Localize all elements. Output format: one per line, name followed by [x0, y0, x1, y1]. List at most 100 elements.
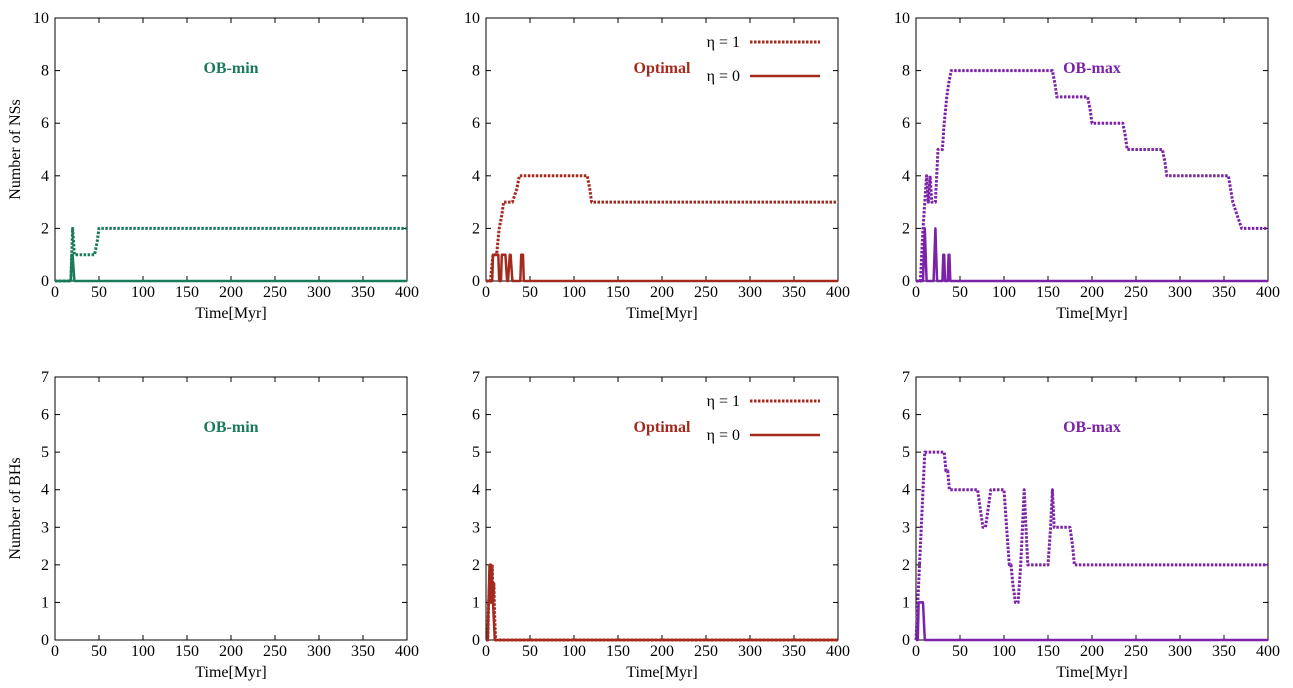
- legend: η = 1 η = 0: [707, 393, 820, 444]
- panel-title: OB-max: [1063, 419, 1121, 436]
- y-tick-label: 0: [472, 632, 480, 649]
- x-tick-label: 150: [175, 284, 199, 301]
- y-tick-label: 6: [41, 407, 49, 424]
- series-line-eta-0: [916, 601, 1268, 642]
- panel-title: OB-max: [1063, 60, 1121, 77]
- y-axis-label: Number of BHs: [7, 457, 24, 559]
- x-tick-label: 100: [992, 643, 1016, 660]
- x-axis-label: Time[Myr]: [626, 664, 697, 681]
- series-line-eta-0: [55, 253, 407, 283]
- y-tick-label: 8: [41, 63, 49, 80]
- y-tick-label: 4: [902, 168, 910, 185]
- y-tick-label: 3: [472, 519, 480, 536]
- x-tick-label: 300: [738, 284, 762, 301]
- y-tick-label: 3: [902, 519, 910, 536]
- series-line-eta-1: [55, 226, 407, 283]
- panel-title: OB-min: [203, 60, 258, 77]
- y-tick-label: 0: [902, 273, 910, 290]
- y-tick-label: 6: [902, 407, 910, 424]
- x-tick-label: 350: [1212, 284, 1236, 301]
- y-tick-label: 3: [41, 519, 49, 536]
- y-tick-label: 0: [472, 273, 480, 290]
- y-tick-label: 4: [902, 482, 910, 499]
- x-axis-label: Time[Myr]: [1056, 305, 1127, 322]
- plot-frame: [485, 376, 839, 641]
- series-line-eta-0: [486, 253, 838, 283]
- x-tick-label: 400: [1256, 643, 1280, 660]
- panel-ns-ob-max: 0 50 100 150 200 250 300 350 400 0 2 4 6 8 10 Time[Myr]…: [894, 10, 1280, 322]
- x-tick-label: 0: [912, 643, 920, 660]
- x-axis-label: Time[Myr]: [195, 305, 266, 322]
- legend: η = 1 η = 0: [707, 34, 820, 85]
- x-tick-label: 200: [219, 284, 243, 301]
- x-tick-label: 0: [51, 643, 59, 660]
- x-tick-label: 50: [952, 643, 968, 660]
- x-tick-label: 100: [562, 284, 586, 301]
- x-tick-label: 100: [131, 284, 155, 301]
- panel-ns-ob-min: 0 50 100 150 200 250 300 350 400 0 2 4 6 8 10 Time[Myr]…: [7, 10, 419, 322]
- y-tick-label: 1: [41, 594, 49, 611]
- y-tick-label: 2: [902, 557, 910, 574]
- x-tick-label: 200: [650, 643, 674, 660]
- y-tick-label: 2: [902, 220, 910, 237]
- x-tick-label: 350: [1212, 643, 1236, 660]
- x-tick-label: 300: [1168, 284, 1192, 301]
- x-tick-label: 150: [1036, 284, 1060, 301]
- y-tick-label: 4: [472, 168, 480, 185]
- series-line-eta-1: [914, 450, 1268, 641]
- x-tick-label: 350: [351, 284, 375, 301]
- y-tick-label: 8: [472, 63, 480, 80]
- legend-label: η = 1: [707, 34, 740, 51]
- x-tick-label: 150: [606, 643, 630, 660]
- x-axis-label: Time[Myr]: [195, 664, 266, 681]
- x-tick-label: 50: [91, 643, 107, 660]
- x-tick-label: 250: [1124, 284, 1148, 301]
- y-tick-label: 6: [472, 407, 480, 424]
- plot-frame: [54, 17, 408, 282]
- series-line-eta-0: [916, 227, 1268, 283]
- x-tick-label: 50: [522, 284, 538, 301]
- y-tick-label: 2: [41, 557, 49, 574]
- y-tick-label: 1: [472, 594, 480, 611]
- plot-frame: [915, 376, 1269, 641]
- y-tick-label: 4: [41, 482, 49, 499]
- x-tick-label: 0: [482, 643, 490, 660]
- x-tick-label: 400: [826, 284, 850, 301]
- x-axis-label: Time[Myr]: [1056, 664, 1127, 681]
- x-tick-label: 400: [1256, 284, 1280, 301]
- panel-ns-optimal: 0 50 100 150 200 250 300 350 400 0 2 4 6 8 10 Time[Myr]…: [464, 10, 850, 322]
- y-tick-label: 8: [902, 63, 910, 80]
- y-tick-label: 0: [41, 273, 49, 290]
- x-tick-label: 0: [482, 284, 490, 301]
- y-tick-label: 2: [472, 220, 480, 237]
- series-line-eta-1: [916, 69, 1268, 283]
- x-tick-label: 0: [912, 284, 920, 301]
- x-tick-label: 300: [1168, 643, 1192, 660]
- y-tick-label: 0: [902, 632, 910, 649]
- y-tick-label: 10: [33, 10, 49, 27]
- y-tick-label: 10: [894, 10, 910, 27]
- y-tick-label: 6: [902, 115, 910, 132]
- x-tick-label: 400: [395, 643, 419, 660]
- plot-frame: [915, 17, 1269, 282]
- y-tick-label: 7: [41, 369, 49, 386]
- plot-frame: [54, 376, 408, 641]
- panel-bh-ob-max: 0 50 100 150 200 250 300 350 400 0 1 2 3 4 5 6 7 Time[Myr…: [902, 369, 1280, 681]
- y-tick-label: 4: [41, 168, 49, 185]
- y-tick-label: 0: [41, 632, 49, 649]
- y-tick-label: 5: [41, 444, 49, 461]
- y-tick-label: 7: [472, 369, 480, 386]
- legend-label: η = 0: [707, 68, 740, 85]
- x-tick-label: 100: [131, 643, 155, 660]
- y-tick-label: 5: [472, 444, 480, 461]
- series-line-eta-1: [486, 174, 838, 283]
- panel-title: Optimal: [634, 419, 691, 436]
- x-tick-label: 250: [263, 643, 287, 660]
- y-tick-label: 6: [41, 115, 49, 132]
- x-tick-label: 400: [395, 284, 419, 301]
- legend-label: η = 1: [707, 393, 740, 410]
- x-tick-label: 100: [992, 284, 1016, 301]
- x-tick-label: 150: [606, 284, 630, 301]
- y-tick-label: 5: [902, 444, 910, 461]
